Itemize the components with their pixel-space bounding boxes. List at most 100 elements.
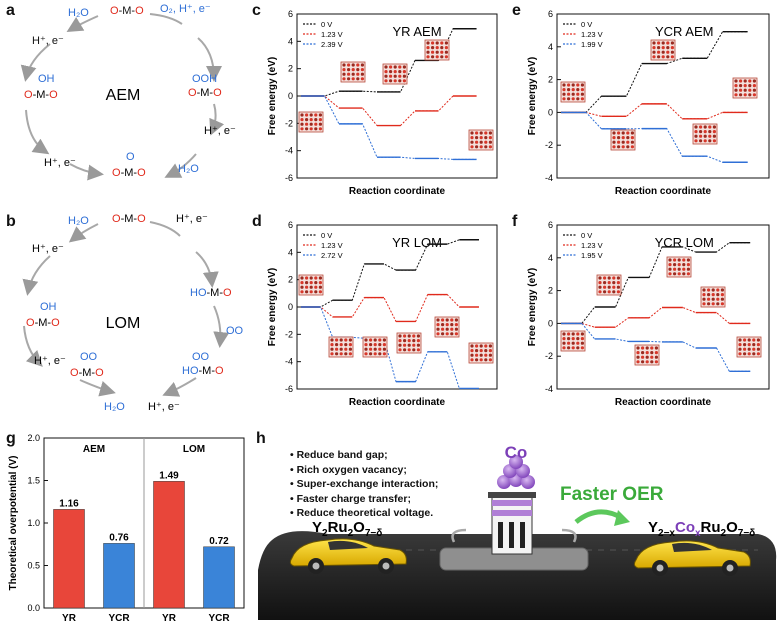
slab-structure-icon xyxy=(596,274,622,296)
series-line xyxy=(561,111,748,163)
y-tick-label: 0.5 xyxy=(27,561,40,571)
group-label: AEM xyxy=(83,444,105,455)
lom-center-label: LOM xyxy=(106,315,141,332)
panel-label-c: c xyxy=(252,2,261,19)
y-tick-label: -2 xyxy=(285,329,293,339)
y-tick-label: -4 xyxy=(545,384,553,394)
x-tick-label: YR xyxy=(62,613,77,624)
svg-text:H₂O: H₂O xyxy=(178,163,199,175)
series-line xyxy=(301,95,477,160)
group-label: LOM xyxy=(183,444,205,455)
slab-structure-icon xyxy=(634,344,660,366)
slab-structure-icon xyxy=(434,316,460,338)
co-cluster-icon xyxy=(497,455,535,489)
series-line xyxy=(301,95,477,127)
y-tick-label: 2 xyxy=(548,75,553,85)
series-line xyxy=(301,239,479,308)
svg-text:H⁺, e⁻: H⁺, e⁻ xyxy=(148,401,180,413)
series-line xyxy=(561,306,751,328)
bar xyxy=(203,546,235,609)
svg-text:OO: OO xyxy=(226,325,244,337)
panel-label-g: g xyxy=(6,430,16,447)
y-tick-label: -4 xyxy=(545,173,553,183)
legend-label: 0 V xyxy=(321,231,332,240)
y-axis-label: Theoretical overpotential (V) xyxy=(8,455,19,590)
y-tick-label: -4 xyxy=(285,357,293,367)
legend-label: 0 V xyxy=(581,231,592,240)
legend-label: 1.23 V xyxy=(321,30,343,39)
slab-structure-icon xyxy=(560,330,586,352)
bar xyxy=(53,509,85,609)
slab-structure-icon xyxy=(666,256,692,278)
y-axis-label: Free energy (eV) xyxy=(267,57,278,135)
series-line xyxy=(301,306,479,389)
bar-value-label: 1.16 xyxy=(59,498,79,509)
slab-structure-icon xyxy=(298,274,324,296)
material-left-label: Y2Ru2O7−δ xyxy=(312,519,382,539)
y-tick-label: 0 xyxy=(548,107,553,117)
y-tick-label: 4 xyxy=(548,253,553,263)
chart-title: YCR LOM xyxy=(655,235,714,250)
chart-yr-aem: -6 -4 -2 0 2 4 6 Reaction coordinate Free energy… xyxy=(267,9,498,197)
svg-text:H⁺, e⁻: H⁺, e⁻ xyxy=(32,35,64,47)
slab-structure-icon xyxy=(468,342,494,364)
svg-text:OOH: OOH xyxy=(192,73,217,85)
slab-structure-icon xyxy=(328,336,354,358)
x-axis-label: Reaction coordinate xyxy=(615,186,712,197)
slab-structure-icon xyxy=(424,39,450,61)
y-tick-label: 1.5 xyxy=(27,476,40,486)
x-tick-label: YCR xyxy=(208,613,230,624)
slab-structure-icon xyxy=(382,63,408,85)
aem-center-label: AEM xyxy=(106,87,141,104)
bullet-item: Super-exchange interaction; xyxy=(290,477,439,492)
y-tick-label: 2 xyxy=(288,64,293,74)
chart-ycr-lom: -4 -2 0 2 4 6 Reaction coordinate Free energy (… xyxy=(527,220,770,408)
panel-label-d: d xyxy=(252,213,262,230)
slab-structure-icon xyxy=(692,123,718,145)
bullet-item: Reduce theoretical voltage. xyxy=(290,506,438,521)
svg-text:O: O xyxy=(126,151,135,163)
series-line xyxy=(561,31,748,113)
y-tick-label: 0 xyxy=(288,91,293,101)
svg-text:H₂O: H₂O xyxy=(68,215,89,227)
y-axis-label: Free energy (eV) xyxy=(527,57,538,135)
series-line xyxy=(301,294,479,322)
panel-label-b: b xyxy=(6,213,16,230)
x-tick-label: YCR xyxy=(108,613,130,624)
y-tick-label: 6 xyxy=(548,9,553,19)
bar-value-label: 1.49 xyxy=(159,470,179,481)
series-line xyxy=(561,242,751,324)
svg-text:O-M-O: O-M-O xyxy=(110,5,144,17)
svg-text:HO-M-O: HO-M-O xyxy=(182,365,224,377)
slab-structure-icon xyxy=(298,111,324,133)
mechanism-diagrams: AEM H₂O O-M-O O₂, H⁺, e⁻ H⁺, e⁻ OOH O-M-… xyxy=(20,3,244,413)
panel-label-a: a xyxy=(6,2,15,19)
svg-text:O-M-O: O-M-O xyxy=(26,317,60,329)
slab-structure-icon xyxy=(362,336,388,358)
bullet-item: Reduce band gap; xyxy=(290,448,438,463)
panel-label-e: e xyxy=(512,2,521,19)
legend-label: 2.39 V xyxy=(321,40,343,49)
bar-value-label: 0.72 xyxy=(209,536,229,547)
panel-label-h: h xyxy=(256,430,266,447)
x-axis-label: Reaction coordinate xyxy=(349,397,446,408)
plot-frame xyxy=(556,13,770,179)
chart-title: YR LOM xyxy=(392,235,442,250)
svg-text:OH: OH xyxy=(40,301,57,313)
slab-structure-icon xyxy=(560,81,586,103)
car-left-icon xyxy=(289,538,407,574)
slab-structure-icon xyxy=(736,336,762,358)
y-axis-label: Free energy (eV) xyxy=(527,268,538,346)
y-tick-label: 6 xyxy=(548,220,553,230)
slab-structure-icon xyxy=(396,332,422,354)
slab-structure-icon xyxy=(340,61,366,83)
y-tick-label: 2 xyxy=(548,286,553,296)
y-tick-label: -2 xyxy=(285,118,293,128)
y-tick-label: -2 xyxy=(545,140,553,150)
series-line xyxy=(561,322,751,372)
y-tick-label: -4 xyxy=(285,146,293,156)
svg-text:O-M-O: O-M-O xyxy=(70,367,104,379)
slab-structure-icon xyxy=(468,129,494,151)
y-tick-label: 4 xyxy=(288,247,293,257)
chart-overpotential: 0.0 0.5 1.0 1.5 2.0 Theoretical overpotential… xyxy=(8,433,245,624)
